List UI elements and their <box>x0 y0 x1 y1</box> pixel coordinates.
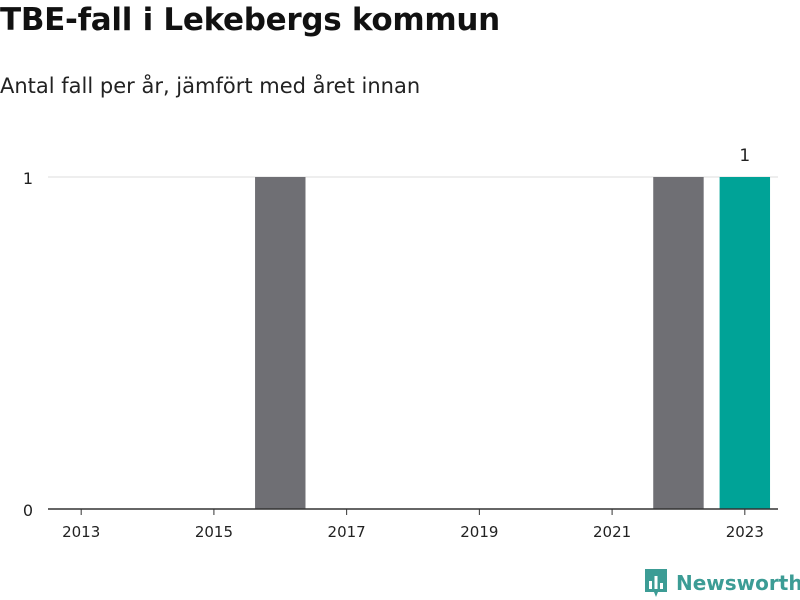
x-tick-label: 2023 <box>726 523 764 541</box>
bar-2023 <box>719 177 771 509</box>
brand-name: Newsworthy <box>676 571 800 595</box>
x-tick-label: 2019 <box>460 523 498 541</box>
chart-subtitle: Antal fall per år, jämfört med året inna… <box>0 74 421 98</box>
bar-chart: 0 1 2013 2015 2017 2019 2021 2023 1 <box>23 146 778 541</box>
newsworthy-logo-icon <box>645 569 667 597</box>
x-tick-label: 2015 <box>195 523 233 541</box>
y-tick-label: 1 <box>23 169 33 188</box>
x-tick-label: 2013 <box>62 523 100 541</box>
bar-2022 <box>653 177 704 509</box>
bar-2016 <box>255 177 306 509</box>
x-tick-label: 2017 <box>328 523 366 541</box>
x-tick-label: 2021 <box>593 523 631 541</box>
data-label: 1 <box>739 146 750 166</box>
y-tick-label: 0 <box>23 501 33 520</box>
chart-title: TBE-fall i Lekebergs kommun <box>0 2 500 38</box>
brand-logo: Newsworthy <box>644 568 800 598</box>
